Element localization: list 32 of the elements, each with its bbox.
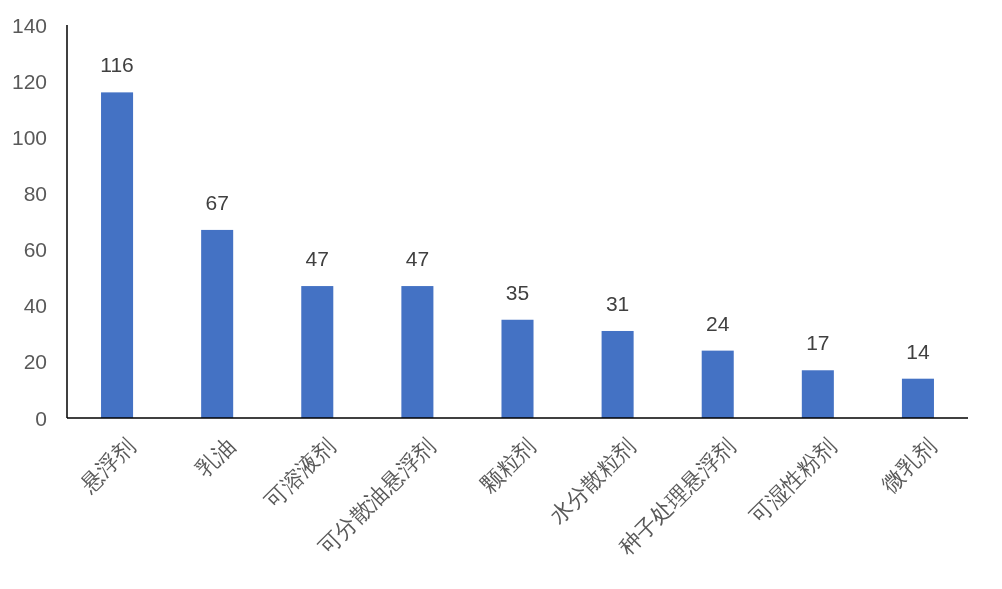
y-tick-label: 40 [23, 294, 47, 318]
bar [701, 350, 734, 418]
y-tick-label: 120 [11, 69, 47, 93]
y-tick-label: 0 [35, 406, 47, 430]
data-label: 24 [706, 311, 730, 335]
data-label: 14 [906, 339, 930, 363]
data-label: 47 [305, 247, 329, 271]
x-tick-label: 悬浮剂 [74, 433, 140, 499]
y-tick-label: 60 [23, 238, 47, 262]
y-tick-label: 140 [11, 13, 47, 37]
x-tick-label: 微乳剂 [876, 433, 941, 498]
data-label: 47 [405, 247, 430, 271]
bar [501, 319, 534, 418]
y-tick-label: 80 [23, 181, 47, 205]
data-label: 31 [605, 291, 630, 315]
bar [301, 286, 334, 418]
bar [201, 229, 234, 418]
x-tick-label: 颗粒剂 [476, 433, 541, 498]
x-tick-label: 可溶液剂 [260, 433, 341, 514]
data-label: 17 [806, 331, 830, 355]
y-tick-label: 100 [11, 125, 47, 149]
y-tick-label: 20 [23, 350, 47, 374]
bar [801, 370, 834, 418]
bar [601, 330, 634, 418]
bar [901, 378, 934, 418]
bar [101, 92, 134, 418]
data-label: 67 [205, 190, 229, 214]
data-label: 116 [100, 53, 134, 77]
x-tick-label: 乳油 [191, 433, 241, 482]
data-label: 35 [505, 280, 530, 304]
x-tick-label: 可湿性粉剂 [745, 433, 841, 529]
bar [401, 286, 434, 418]
